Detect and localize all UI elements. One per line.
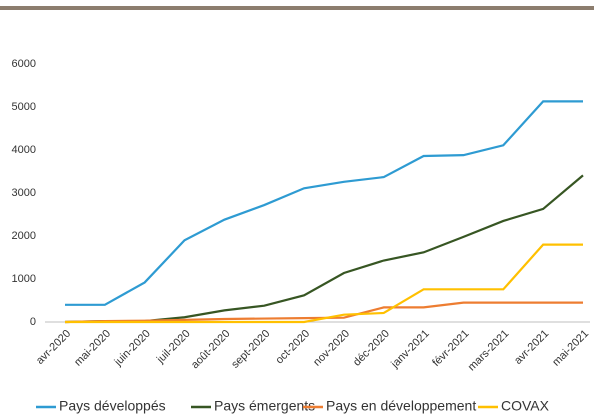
series-line [64, 174, 584, 324]
legend-label: Pays émergents [214, 398, 315, 414]
y-tick-label: 1000 [12, 273, 36, 285]
x-tick-label: févr-2021 [430, 328, 471, 369]
y-tick-label: 2000 [12, 230, 36, 242]
series-line [65, 100, 583, 306]
top-rule [0, 6, 594, 10]
x-tick-label: mars-2021 [466, 328, 512, 374]
x-tick-label: juil-2020 [154, 328, 193, 367]
legend-label: Pays en développement [326, 398, 476, 414]
legend-label: Pays développés [59, 398, 166, 414]
series-line [65, 243, 583, 324]
x-tick-label: juin-2020 [112, 328, 153, 369]
y-tick-label: 0 [30, 316, 36, 328]
x-tick-label: nov-2020 [311, 328, 352, 369]
x-tick-label: mai-2020 [72, 328, 113, 369]
y-tick-label: 4000 [12, 144, 36, 156]
x-tick-label: mai-2021 [550, 328, 591, 369]
x-tick-label: sept-2020 [229, 328, 272, 371]
y-tick-label: 6000 [12, 58, 36, 70]
x-tick-label: avr-2021 [512, 328, 551, 367]
y-tick-label: 3000 [12, 187, 36, 199]
x-tick-label: août-2020 [189, 328, 233, 372]
x-tick-label: déc-2020 [351, 328, 392, 369]
x-tick-label: oct-2020 [273, 328, 312, 367]
x-tick-label: avr-2020 [34, 328, 73, 367]
x-tick-label: janv-2021 [388, 328, 431, 371]
legend-label: COVAX [501, 398, 550, 414]
y-tick-label: 5000 [12, 101, 36, 113]
